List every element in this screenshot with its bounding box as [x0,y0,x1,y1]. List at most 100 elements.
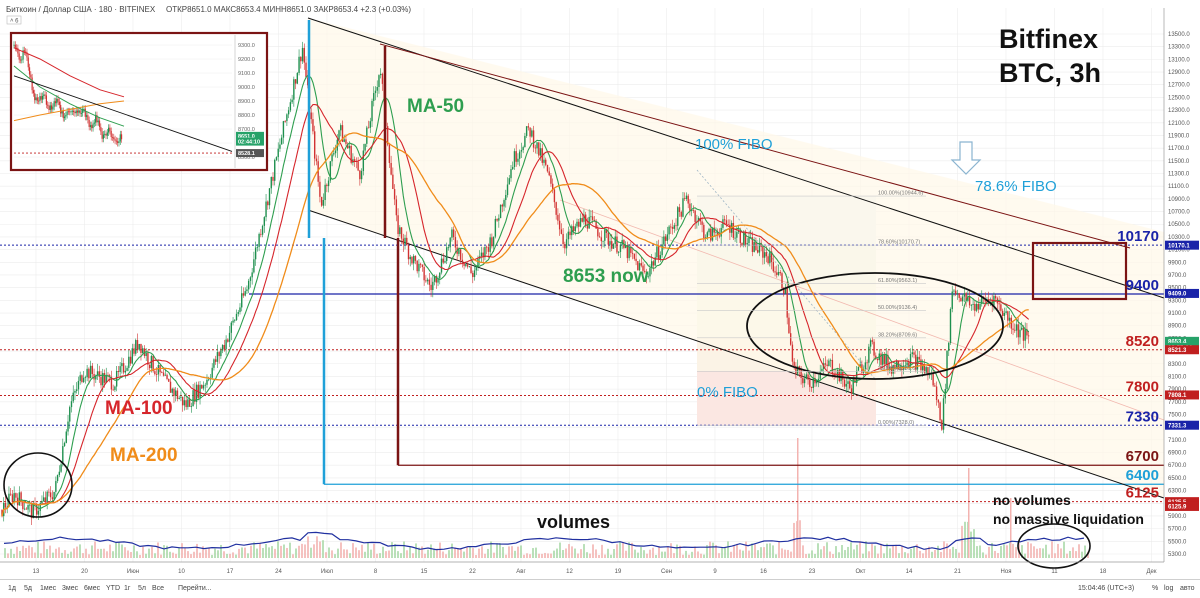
vertical-markers [307,20,400,485]
volume-bar [223,551,225,558]
btc-chart[interactable]: 100.00%(10944.6) 78.60%(10170.7) 61.80%(95… [0,0,1200,579]
candle-body [1021,327,1023,330]
volume-bar [877,553,879,558]
candle-body [121,363,123,367]
candle-body [788,317,790,334]
candle-body [485,246,488,248]
volume-bar [703,554,705,558]
volume-bar [571,546,573,558]
volume-bar [418,547,420,558]
candle-body [965,293,967,301]
volume-bar [7,553,9,558]
candle-body [590,216,592,218]
candle-body [524,135,526,148]
candle-body [595,220,597,229]
volume-bar [385,551,387,558]
range-1m[interactable]: 1мес [40,585,57,592]
candle-body [124,370,127,373]
inset-price-tag [236,149,264,158]
candle-body [981,297,983,304]
candle-body [859,364,861,367]
candle-body [911,352,913,354]
consolidation-ellipse [746,272,1004,380]
volume-bar [808,553,810,558]
candle-body [812,378,814,388]
log-toggle[interactable]: log [1164,585,1174,592]
volume-bar [184,548,186,558]
x-tick-labels[interactable]: 13 20 Июн 10 17 24 Июл 8 15 22 Авг 12 19 Сен 9 16 23 Окт 1… [33,569,1157,575]
candle-body [520,150,523,152]
candle-body [86,368,88,378]
x-tick-label: Июн [127,569,139,575]
volume-bar [778,541,780,558]
candle-body [739,230,742,243]
volume-bar [1039,548,1041,558]
resistance-trendline [379,43,1131,249]
inset-candle-body [83,108,85,110]
price-tag [1165,345,1199,355]
candle-body [239,307,241,313]
range-3m[interactable]: 3мес [62,585,79,592]
candle-body [694,210,696,223]
candle-body [807,374,809,380]
x-tick-label: 11 [1051,569,1058,575]
percent-toggle[interactable]: % [1152,585,1159,592]
candle-body [654,257,656,266]
volume-bar [202,546,204,558]
volume-bar [499,543,501,558]
volume-bar [589,553,591,558]
range-all[interactable]: Все [152,585,165,592]
volume-bar [937,545,939,558]
auto-toggle[interactable]: авто [1180,585,1195,592]
volume-bar [133,545,135,558]
candle-body [774,271,776,273]
candle-body [677,207,679,226]
candle-body [466,264,469,267]
y-tick-label: 8900.0 [1168,324,1187,330]
volume-bar [136,551,138,558]
candle-body [235,313,238,320]
volume-bar [331,550,333,558]
range-1y[interactable]: 1г [124,585,131,592]
range-1d[interactable]: 1д [8,585,16,592]
goto-button[interactable]: Перейти... [178,585,212,592]
range-ytd[interactable]: YTD [106,585,120,592]
range-5d[interactable]: 5д [24,585,32,592]
inset-candle-body [40,96,42,100]
x-tick-label: 17 [227,569,234,575]
volume-bar [886,543,888,558]
candle-body [133,348,135,354]
candle-body [367,127,370,129]
candle-body [477,258,479,267]
volume-bar [730,551,732,558]
volume-bar [187,551,189,558]
candle-body [781,273,783,289]
volume-bar [88,554,90,558]
volume-bar [592,544,594,558]
candle-body [237,312,239,314]
collapse-button[interactable] [6,15,22,25]
volume-bar [472,548,474,558]
inset-candle-body [48,105,50,110]
symbol-label[interactable]: Биткоин / Доллар США · 180 · BITFINEX [6,5,156,14]
volume-bar [628,542,630,558]
candle-body [353,159,356,162]
volume-bar [274,548,276,558]
x-tick-label: 14 [906,569,913,575]
inset-candle-body [54,101,57,104]
candle-body [746,243,748,245]
candle-body [758,242,761,253]
candle-body [932,372,934,386]
candle-body [1001,310,1004,316]
volume-bar [817,543,819,558]
inset-candle-body [31,77,33,91]
candle-body [162,372,165,376]
candle-body [340,125,342,131]
y-tick-label: 9100.0 [1168,311,1187,317]
volume-bar [1081,551,1083,558]
inset-y-tick: 8800.0 [238,113,255,119]
volume-bar [79,544,81,558]
volume-bar [697,551,699,558]
range-6m[interactable]: 6мес [84,585,101,592]
range-5y[interactable]: 5л [138,585,146,592]
